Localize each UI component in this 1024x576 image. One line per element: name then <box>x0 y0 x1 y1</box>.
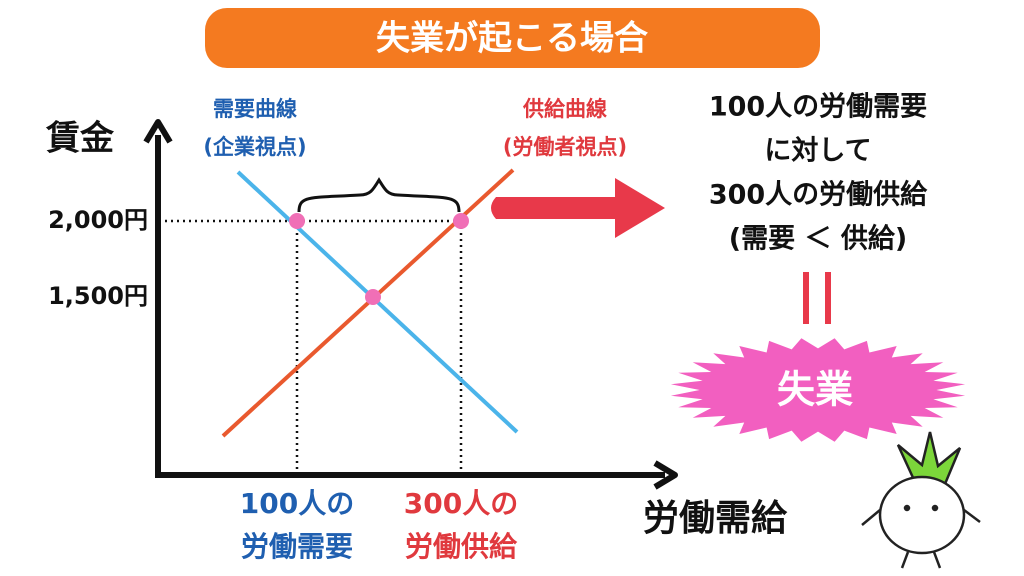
explanation-line: (需要 ＜ 供給) <box>729 223 907 255</box>
title: 失業が起こる場合 <box>376 19 648 59</box>
y-axis-label: 賃金 <box>45 119 115 159</box>
quantity-label: 300人の <box>404 487 518 520</box>
x-axis-label: 労働需給 <box>643 498 788 539</box>
x-axis-arrow <box>653 460 678 490</box>
starburst <box>670 338 966 442</box>
curve-note: (労働者視点) <box>503 135 627 159</box>
guide-lines <box>165 219 463 473</box>
y-axis-arrow <box>143 119 173 144</box>
explanation-line: 300人の労働供給 <box>709 179 928 211</box>
explanation-line: に対して <box>764 136 871 167</box>
points <box>289 213 469 305</box>
explanation-line: 100人の労働需要 <box>709 92 927 123</box>
quantity-label: 100人の <box>240 487 354 520</box>
tick-label: 2,000円 <box>48 206 148 234</box>
title-banner <box>205 8 820 68</box>
tick-label: 1,500円 <box>48 282 148 310</box>
mascot <box>861 431 981 569</box>
curve-label: 供給曲線 <box>522 97 607 121</box>
brace <box>297 177 461 213</box>
quantity-label: 労働供給 <box>405 530 518 563</box>
curve-note: (企業視点) <box>203 135 306 159</box>
equals-sign <box>803 272 831 324</box>
result: 失業 <box>777 368 853 412</box>
quantity-label: 労働需要 <box>241 530 353 563</box>
curve-label: 需要曲線 <box>213 97 297 121</box>
arrow <box>491 178 665 238</box>
